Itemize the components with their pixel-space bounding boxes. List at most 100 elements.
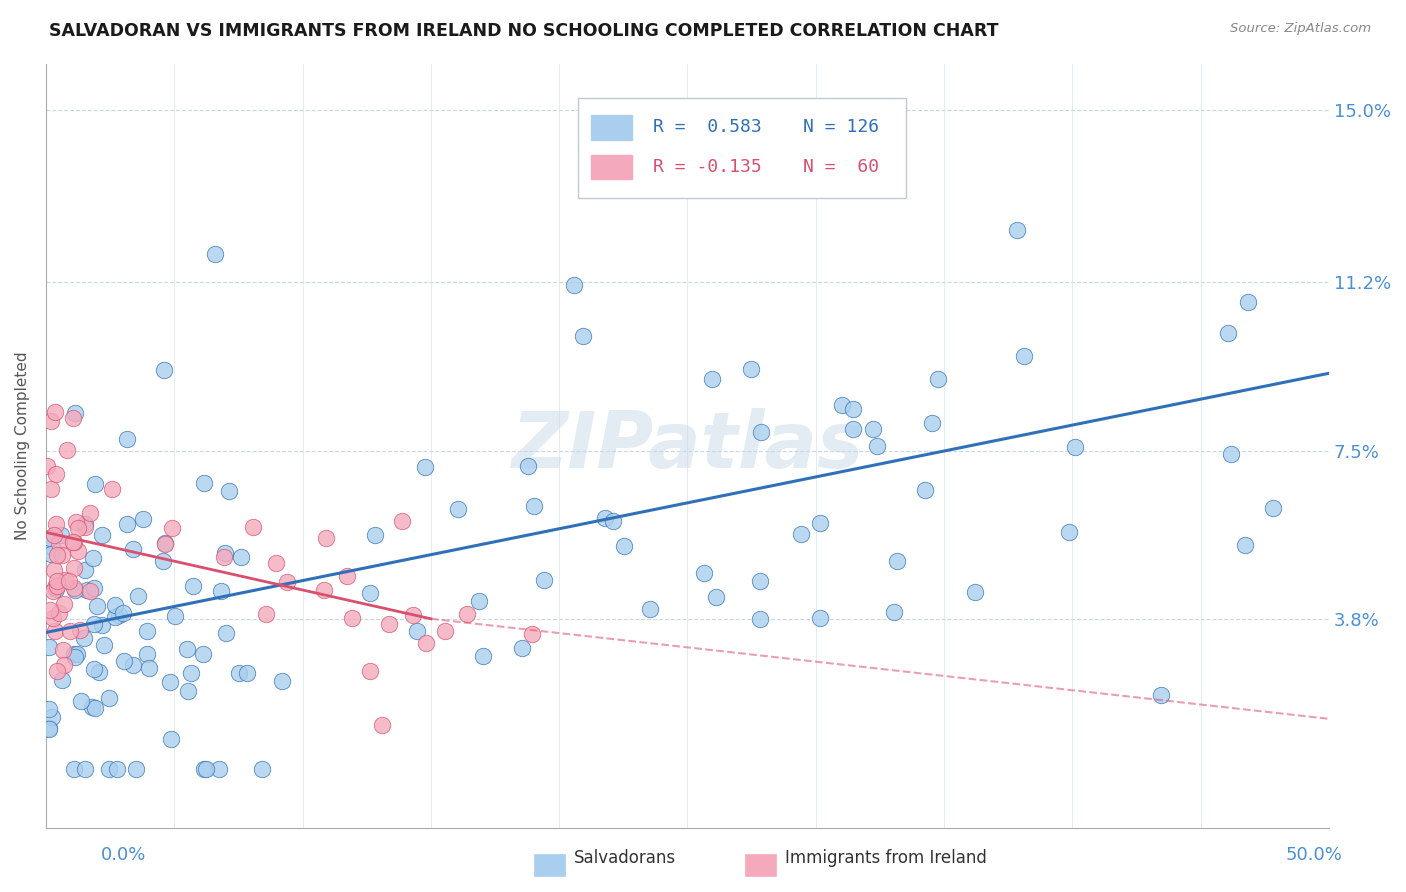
Point <box>254 607 277 621</box>
Text: N = 126: N = 126 <box>803 119 879 136</box>
Point <box>1233 538 1256 552</box>
Point <box>433 624 456 638</box>
Point <box>1261 500 1284 515</box>
Point <box>84 476 107 491</box>
Point <box>208 762 231 776</box>
Point <box>740 361 762 376</box>
Point <box>35 458 58 473</box>
Point <box>413 459 436 474</box>
Point <box>75 563 97 577</box>
Point <box>38 640 60 654</box>
Text: 0.0%: 0.0% <box>101 846 146 863</box>
Point <box>79 583 101 598</box>
Point <box>45 582 67 597</box>
Point <box>90 528 112 542</box>
Text: Salvadorans: Salvadorans <box>574 849 676 867</box>
Point <box>48 536 70 550</box>
Point <box>41 541 63 555</box>
Point <box>83 662 105 676</box>
Point <box>468 593 491 607</box>
Point <box>69 623 91 637</box>
Point <box>122 542 145 557</box>
Point <box>152 363 174 377</box>
Point <box>132 511 155 525</box>
Point <box>63 535 86 549</box>
Text: ZIPatlas: ZIPatlas <box>512 408 863 484</box>
Point <box>359 586 381 600</box>
Point <box>136 624 159 639</box>
Point <box>510 641 533 656</box>
Point <box>159 675 181 690</box>
Point <box>1237 294 1260 309</box>
Point <box>45 467 67 481</box>
Point <box>193 475 215 490</box>
Point <box>215 626 238 640</box>
Point <box>315 531 337 545</box>
Point <box>842 402 865 417</box>
Point <box>842 422 865 436</box>
Point <box>831 398 853 412</box>
Point <box>191 647 214 661</box>
Point <box>378 617 401 632</box>
Point <box>115 516 138 531</box>
Text: SALVADORAN VS IMMIGRANTS FROM IRELAND NO SCHOOLING COMPLETED CORRELATION CHART: SALVADORAN VS IMMIGRANTS FROM IRELAND NO… <box>49 22 998 40</box>
Point <box>808 516 831 530</box>
Point <box>53 597 76 611</box>
Point <box>236 666 259 681</box>
Text: R =  0.583: R = 0.583 <box>652 119 762 136</box>
Point <box>44 624 66 639</box>
Point <box>79 506 101 520</box>
Point <box>209 584 232 599</box>
Point <box>45 664 67 678</box>
Point <box>250 762 273 776</box>
Point <box>790 527 813 541</box>
Point <box>83 617 105 632</box>
Text: Immigrants from Ireland: Immigrants from Ireland <box>785 849 987 867</box>
Point <box>58 574 80 588</box>
Point <box>38 603 60 617</box>
Point <box>44 404 66 418</box>
Point <box>160 521 183 535</box>
Point <box>52 643 75 657</box>
Point <box>65 515 87 529</box>
Point <box>42 611 65 625</box>
Point <box>564 277 586 292</box>
Point <box>533 573 555 587</box>
Point <box>517 458 540 473</box>
Point <box>69 694 91 708</box>
Point <box>44 580 66 594</box>
Text: R = -0.135: R = -0.135 <box>652 158 762 177</box>
Point <box>193 762 215 776</box>
Point <box>73 631 96 645</box>
Point <box>45 548 67 562</box>
Point <box>266 556 288 570</box>
Point <box>808 611 831 625</box>
Point <box>886 554 908 568</box>
Point <box>242 520 264 534</box>
Point <box>73 519 96 533</box>
Point <box>965 585 987 599</box>
Point <box>593 511 616 525</box>
Point <box>176 641 198 656</box>
Point <box>456 607 478 622</box>
Point <box>39 414 62 428</box>
Point <box>336 568 359 582</box>
Point <box>83 701 105 715</box>
Point <box>363 528 385 542</box>
Point <box>572 328 595 343</box>
Point <box>125 762 148 776</box>
Point <box>112 654 135 668</box>
Point <box>115 433 138 447</box>
Point <box>98 762 121 776</box>
Point <box>93 638 115 652</box>
Point <box>48 607 70 621</box>
Point <box>38 702 60 716</box>
Point <box>46 579 69 593</box>
Point <box>41 710 63 724</box>
Point <box>62 535 84 549</box>
Point <box>176 684 198 698</box>
Point <box>63 649 86 664</box>
Point <box>160 731 183 746</box>
Point <box>229 550 252 565</box>
Point <box>62 581 84 595</box>
